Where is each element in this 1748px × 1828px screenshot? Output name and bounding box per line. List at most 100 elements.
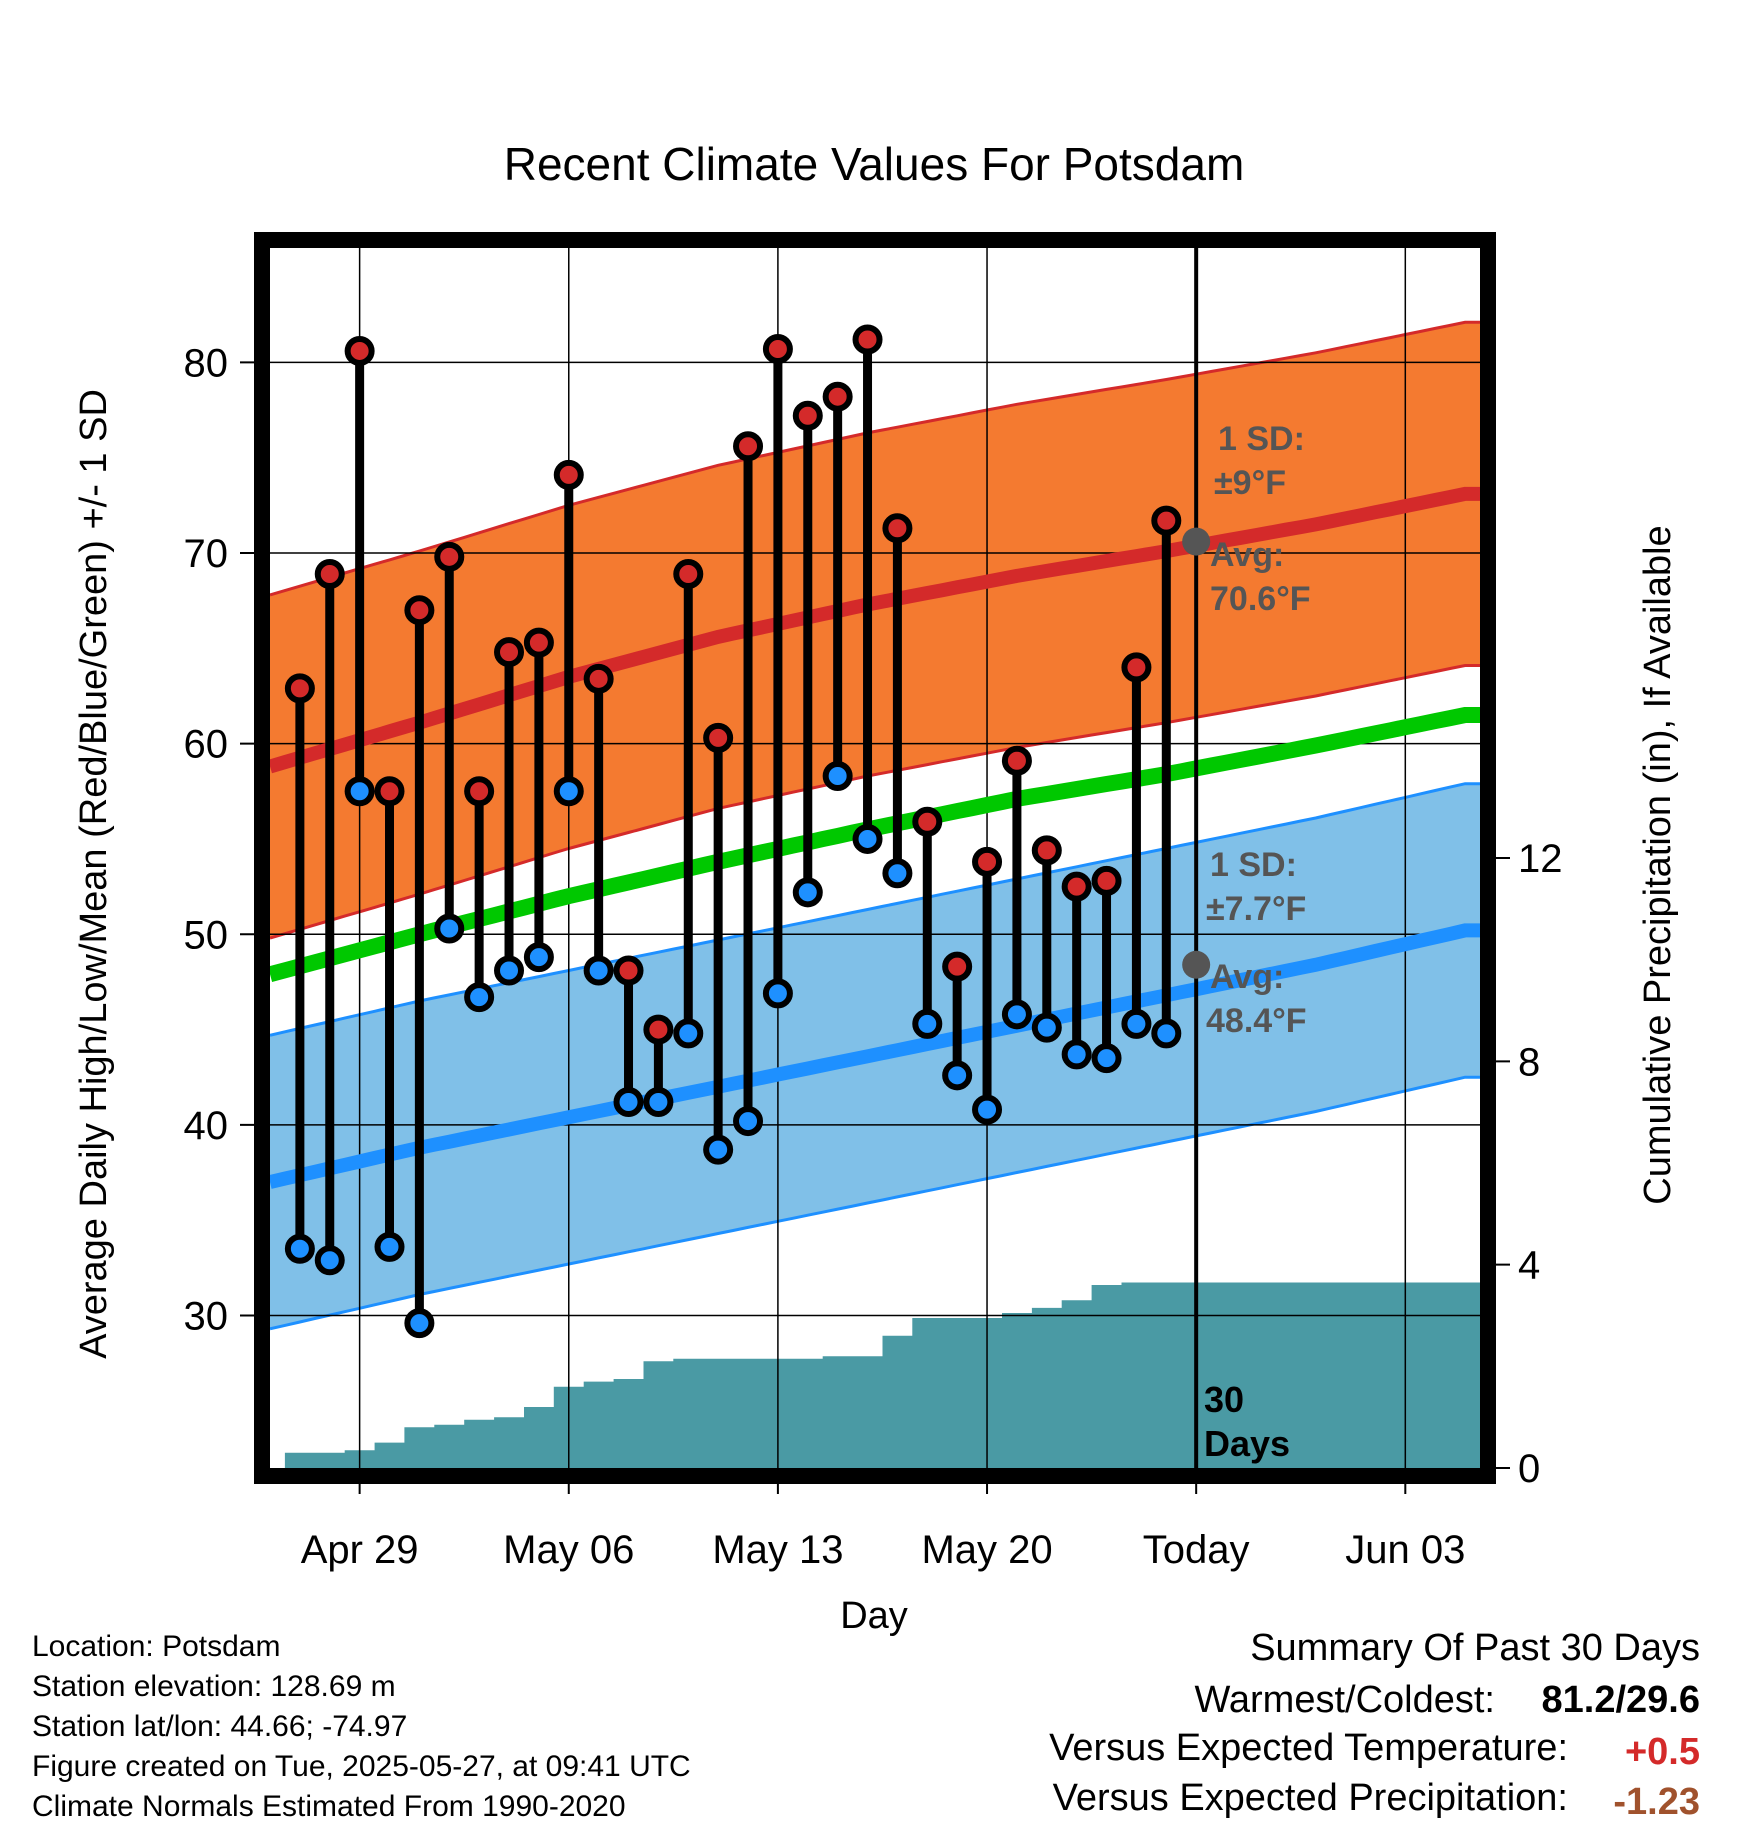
obs-high-point: [494, 637, 525, 668]
obs-low-point: [733, 1106, 764, 1137]
obs-low-point: [1031, 1012, 1062, 1043]
y2-axis-title: Cumulative Precipitation (in), If Availa…: [1637, 525, 1679, 1204]
obs-low-point: [344, 776, 375, 807]
obs-low-point: [464, 982, 495, 1013]
obs-low-point: [374, 1231, 405, 1262]
y-tick-label-2: 50: [184, 913, 229, 957]
y-tick-label-3: 60: [184, 723, 229, 767]
x-tick-label-2: May 13: [712, 1528, 843, 1572]
precip-area: [270, 1282, 1480, 1468]
obs-low-point: [703, 1134, 734, 1165]
obs-low-point: [1151, 1018, 1182, 1049]
obs-high-point: [852, 324, 883, 355]
y-axis-title: Average Daily High/Low/Mean (Red/Blue/Gr…: [73, 389, 115, 1359]
info-location: Location: Potsdam: [32, 1630, 280, 1663]
x-axis-title: Day: [840, 1595, 908, 1637]
high-lower-line: [270, 664, 1480, 940]
x-tick-label-4: Today: [1143, 1528, 1250, 1572]
summary-title: Summary Of Past 30 Days: [1250, 1627, 1700, 1669]
obs-high-point: [762, 334, 793, 365]
obs-low-point: [942, 1060, 973, 1091]
high-sd-value: ±9°F: [1214, 464, 1286, 502]
plot-inner: 1 SD: ±9°F Avg: 70.6°F 1 SD: ±7.7°F Avg: 48.4°F…: [270, 248, 1480, 1468]
low-avg-value: 48.4°F: [1206, 1002, 1307, 1040]
summary-warmest-value: 81.2/29.6: [1542, 1679, 1700, 1721]
obs-low-point: [912, 1008, 943, 1039]
low-avg-title: Avg:: [1210, 958, 1284, 996]
obs-low-point: [404, 1308, 435, 1339]
obs-high-point: [912, 806, 943, 837]
obs-high-point: [583, 663, 614, 694]
obs-high-point: [1121, 652, 1152, 683]
today-high-avg-dot: [1182, 527, 1211, 556]
obs-low-point: [1001, 999, 1032, 1030]
obs-high-point: [314, 558, 345, 589]
y2-tick-label-2: 8: [1518, 1040, 1540, 1084]
today-low-avg-dot: [1182, 950, 1211, 979]
x-tick-label-3: May 20: [921, 1528, 1052, 1572]
obs-low-point: [284, 1233, 315, 1264]
low-sd-title: 1 SD:: [1210, 846, 1297, 884]
obs-low-point: [434, 913, 465, 944]
obs-high-point: [972, 846, 1003, 877]
obs-high-point: [1091, 865, 1122, 896]
obs-high-point: [942, 951, 973, 982]
high-sd-title: 1 SD:: [1218, 420, 1305, 458]
summary-temp-label: Versus Expected Temperature:: [1049, 1727, 1568, 1769]
obs-low-point: [553, 776, 584, 807]
x-tick-label-1: May 06: [503, 1528, 634, 1572]
high-avg-value: 70.6°F: [1210, 580, 1311, 618]
obs-high-point: [1001, 745, 1032, 776]
plot-area: 1 SD: ±9°F Avg: 70.6°F 1 SD: ±7.7°F Avg: 48.4°F…: [184, 232, 1563, 1572]
obs-high-point: [374, 776, 405, 807]
obs-low-point: [673, 1018, 704, 1049]
high-avg-title: Avg:: [1210, 536, 1284, 574]
obs-low-point: [613, 1087, 644, 1117]
y-tick-label-5: 80: [184, 341, 229, 385]
days-label-text: Days: [1204, 1423, 1290, 1464]
obs-low-point: [583, 955, 614, 986]
y-tick-label-4: 70: [184, 532, 229, 576]
info-normals: Climate Normals Estimated From 1990-2020: [32, 1790, 626, 1823]
info-elevation: Station elevation: 128.69 m: [32, 1670, 396, 1703]
obs-high-point: [703, 722, 734, 753]
obs-low-point: [1061, 1039, 1092, 1070]
high-upper-line: [270, 320, 1480, 597]
obs-high-point: [1031, 835, 1062, 866]
obs-low-point: [822, 761, 853, 792]
high-avg-line: [270, 486, 1480, 774]
low-sd-value: ±7.7°F: [1206, 890, 1306, 928]
obs-low-point: [523, 942, 554, 973]
obs-low-point: [494, 955, 525, 986]
obs-low-point: [1121, 1008, 1152, 1039]
obs-high-point: [434, 541, 465, 572]
low-lower-line: [270, 1075, 1480, 1331]
summary-precip-label: Versus Expected Precipitation:: [1053, 1777, 1568, 1819]
obs-low-point: [972, 1094, 1003, 1125]
summary-warmest-label: Warmest/Coldest:: [1194, 1679, 1495, 1721]
obs-low-point: [643, 1087, 674, 1117]
obs-high-point: [643, 1014, 674, 1045]
obs-high-point: [733, 431, 764, 462]
obs-high-point: [284, 673, 315, 704]
obs-high-point: [464, 776, 495, 807]
obs-low-point: [792, 877, 823, 908]
y2-tick-label-3: 12: [1518, 837, 1563, 881]
obs-high-point: [1151, 505, 1182, 536]
obs-high-point: [613, 955, 644, 986]
obs-high-point: [404, 595, 435, 626]
days-label-number: 30: [1204, 1379, 1244, 1420]
obs-low-point: [762, 978, 793, 1009]
y2-tick-label-0: 0: [1518, 1447, 1540, 1491]
obs-high-point: [1061, 871, 1092, 902]
obs-high-point: [523, 627, 554, 658]
summary-temp-value: +0.5: [1625, 1731, 1700, 1773]
y-tick-label-0: 30: [184, 1295, 229, 1339]
y2-tick-label-1: 4: [1518, 1244, 1540, 1288]
chart-title: Recent Climate Values For Potsdam: [504, 138, 1245, 190]
info-latlon: Station lat/lon: 44.66; -74.97: [32, 1710, 407, 1743]
obs-high-point: [344, 335, 375, 366]
obs-low-point: [882, 858, 913, 889]
x-tick-label-0: Apr 29: [301, 1528, 419, 1572]
